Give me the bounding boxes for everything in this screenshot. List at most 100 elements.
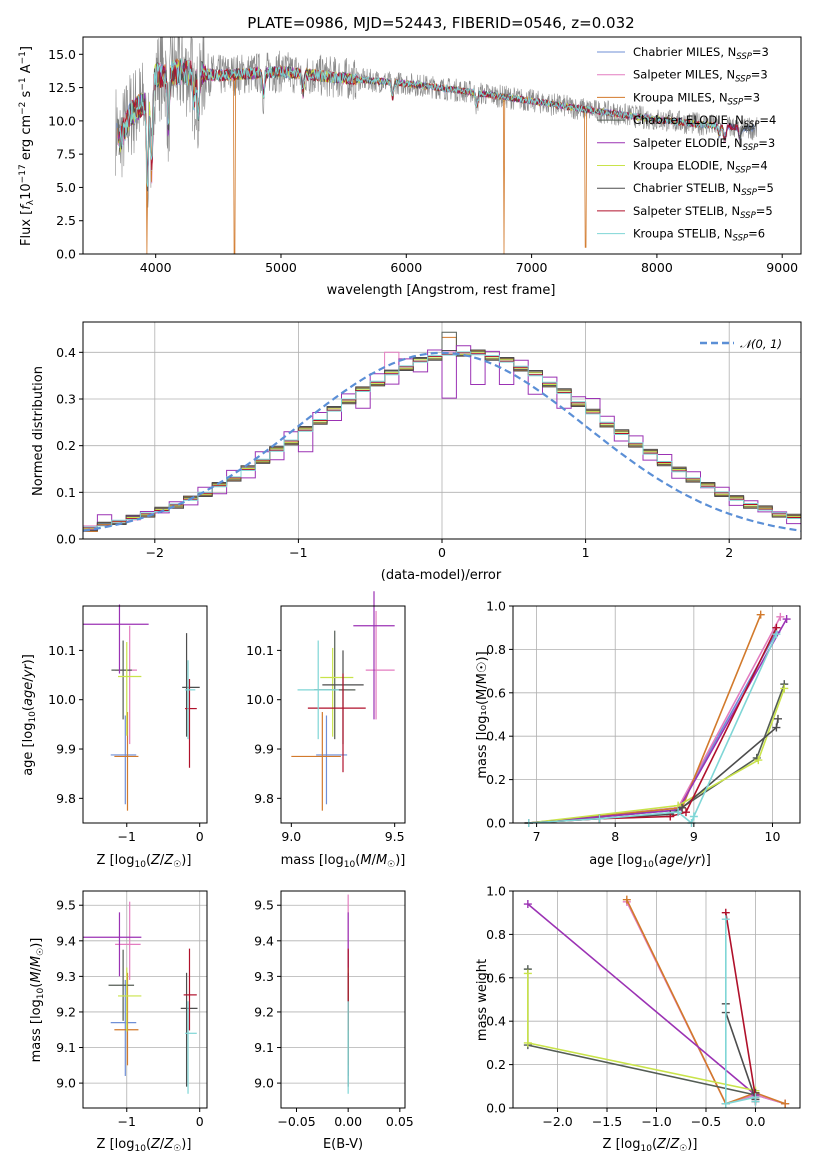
ytick-label: 0.8 (486, 642, 506, 657)
residual-histogram-panel: −2 −1 0 1 2 0.0 0.1 0.2 0.3 0.4 𝒩(0, 1) (data-mod… (31, 321, 802, 583)
normal-legend-label: 𝒩(0, 1) (740, 337, 782, 351)
weight-point-chabrier-stelib (773, 714, 782, 723)
weight-point-kroupa-stelib (721, 1099, 730, 1108)
ytick-label: 0.6 (486, 970, 506, 985)
xtick-label: −1.5 (592, 1114, 622, 1129)
ytick-label: 0.8 (486, 927, 506, 942)
xtick-label: −2.0 (542, 1114, 572, 1129)
age-vs-mass-panel: 9.0 9.5 9.8 9.9 10.0 10.1 mass [log10(M/M☉)] (246, 591, 406, 870)
mass-ylabel: mass [log10(M/M☉)] (29, 938, 46, 1063)
weight-line-kroupa-elodie (528, 688, 786, 824)
spectrum-ylabel: Flux [fλ10−17 erg cm−2 s−1 A−1] (18, 46, 36, 246)
weight-point-kroupa-elodie (754, 756, 763, 765)
ytick-label: 12.5 (48, 80, 76, 95)
age-vs-mass-frame (280, 605, 406, 824)
spectrum-axes-frame (82, 36, 802, 255)
xtick-label: 5000 (265, 260, 297, 275)
ytick-label: 0.1 (56, 485, 76, 500)
xtick-label: 9000 (766, 260, 798, 275)
xtick-label: 0 (196, 1114, 204, 1129)
xtick-label: −1 (118, 1114, 136, 1129)
weight-vs-age-xlabel: age [log10(age/yr)] (589, 853, 711, 870)
xtick-label: 6000 (390, 260, 422, 275)
ytick-label: 9.5 (254, 898, 274, 913)
weight-point-kroupa-miles (622, 895, 631, 904)
histogram-ylabel: Normed distribution (31, 366, 46, 496)
ytick-label: 10.1 (48, 643, 76, 658)
ytick-label: 15.0 (48, 47, 76, 62)
ebv-xlabel: E(B-V) (323, 1137, 363, 1152)
weight-vs-age-panel: 7 8 9 10 0.0 0.2 0.4 0.6 0.8 1.0 age [log10(age/y… (475, 599, 801, 870)
weight-point-kroupa-miles (781, 1099, 790, 1108)
age-vs-mass-xlabel: mass [log10(M/M☉)] (281, 853, 406, 870)
spectrum-title: PLATE=0986, MJD=52443, FIBERID=0546, z=0… (247, 14, 634, 32)
weight-point-salpeter-stelib (666, 812, 675, 821)
ytick-label: 0.0 (56, 532, 76, 547)
ytick-label: 9.0 (254, 1076, 274, 1091)
spectrum-panel: Chabrier MILES, NSSP=3 Salpeter MILES, NS… (18, 14, 802, 298)
weight-vs-age-ylabel: mass [log₁₀(M/M☉)] (475, 651, 490, 778)
model-spectrum-kroupa-stelib (119, 58, 725, 187)
ytick-label: 1.0 (486, 884, 506, 899)
histogram-kroupa-stelib (83, 351, 801, 528)
ytick-label: 10.0 (48, 113, 76, 128)
weight-point-salpeter-elodie (782, 615, 791, 624)
xtick-label: 4000 (140, 260, 172, 275)
ytick-label: 9.8 (254, 791, 274, 806)
weight-vs-metallicity-panel: −2.0 −1.5 −1.0 −0.5 0.0 0.0 0.2 0.4 0.6 0.8 1.0 Z … (475, 884, 801, 1154)
ytick-label: 9.1 (254, 1040, 274, 1055)
weight-vs-metallicity-xlabel: Z [log10(Z/Z☉)] (603, 1137, 698, 1154)
xtick-label: 7000 (516, 260, 548, 275)
ytick-label: 0.6 (486, 685, 506, 700)
weight-point-kroupa-elodie (523, 1038, 532, 1047)
weight-point-chabrier-stelib (678, 803, 687, 812)
weight-vs-metallicity-ylabel: mass weight (475, 959, 490, 1041)
spectrum-xlabel: wavelength [Angstrom, rest frame] (327, 283, 556, 298)
ytick-label: 0.3 (56, 392, 76, 407)
xtick-label: 7 (533, 829, 541, 844)
age-vs-metallicity-panel: −1 0 9.8 9.9 10.0 10.1 Z [log10(Z/Z☉)] age [l… (21, 604, 208, 870)
xtick-label: −1 (118, 829, 136, 844)
ytick-label: 0.0 (56, 247, 76, 262)
ytick-label: 9.4 (254, 933, 274, 948)
ytick-label: 0.2 (486, 1057, 506, 1072)
ytick-label: 0.4 (486, 1014, 506, 1029)
xtick-label: −1.0 (641, 1114, 671, 1129)
weight-point-kroupa-elodie (523, 969, 532, 978)
ytick-label: 0.0 (486, 816, 506, 831)
legend-label-chabrier-stelib: Chabrier STELIB, NSSP=5 (633, 181, 774, 198)
ytick-label: 9.8 (56, 791, 76, 806)
weight-point-salpeter-stelib (681, 808, 690, 817)
weight-point-kroupa-stelib (674, 808, 683, 817)
weight-point-kroupa-elodie (780, 684, 789, 693)
ytick-label: 0.2 (486, 772, 506, 787)
xtick-label: −0.5 (691, 1114, 721, 1129)
histogram-legend: 𝒩(0, 1) (700, 337, 782, 351)
xtick-label: 8000 (641, 260, 673, 275)
age-vs-metallicity-xlabel: Z [log10(Z/Z☉)] (97, 853, 192, 870)
weight-line-kroupa-miles (626, 899, 786, 1105)
ytick-label: 0.0 (486, 1101, 506, 1116)
ytick-label: 0.4 (56, 345, 76, 360)
legend-label-salpeter-stelib: Salpeter STELIB, NSSP=5 (633, 204, 773, 221)
histogram-axes-frame (82, 321, 802, 540)
ytick-label: 9.1 (56, 1040, 76, 1055)
xtick-label: 9.0 (281, 829, 301, 844)
xtick-label: −1 (289, 545, 307, 560)
ytick-label: 0.4 (486, 729, 506, 744)
xtick-label: 0.00 (334, 1114, 362, 1129)
mass-vs-metallicity-xlabel: Z [log10(Z/Z☉)] (97, 1137, 192, 1154)
xtick-label: 1 (582, 545, 590, 560)
xtick-label: 8 (611, 829, 619, 844)
weight-line-kroupa-stelib (528, 633, 778, 825)
ytick-label: 9.3 (254, 969, 274, 984)
spectrum-legend: Chabrier MILES, NSSP=3 Salpeter MILES, NS… (597, 45, 776, 244)
ebv-panel: −0.05 0.00 0.05 9.0 9.1 9.2 9.3 9.4 9.5 E(B-V) (254, 890, 414, 1152)
xtick-label: −2 (146, 545, 164, 560)
xtick-label: 9.5 (385, 829, 405, 844)
ytick-label: 9.9 (254, 742, 274, 757)
legend-label-kroupa-stelib: Kroupa STELIB, NSSP=6 (633, 227, 765, 244)
ytick-label: 9.2 (254, 1004, 274, 1019)
mass-vs-metallicity-frame (82, 890, 208, 1109)
